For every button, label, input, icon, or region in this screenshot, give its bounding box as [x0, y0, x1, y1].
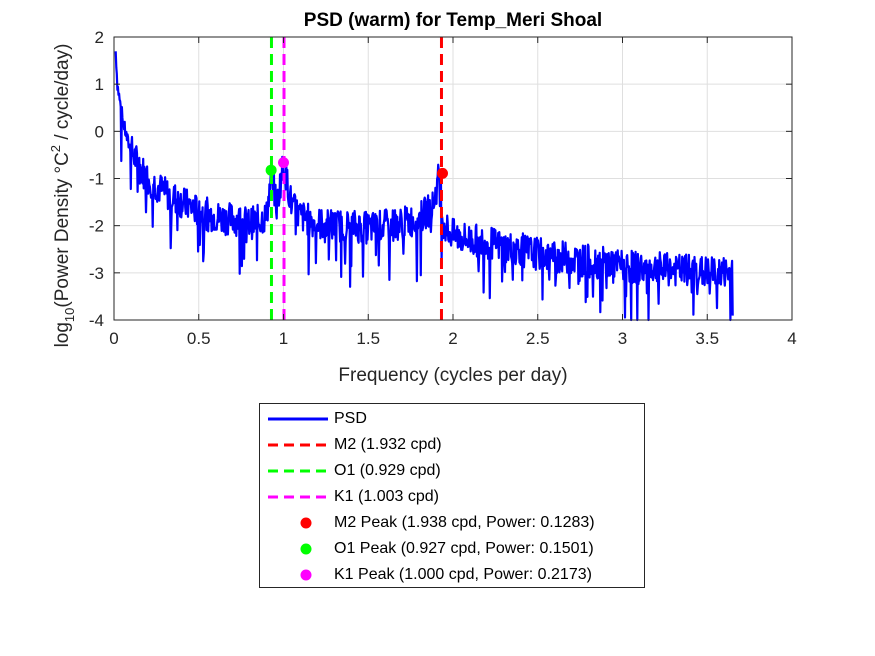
y-tick-label: 0: [95, 122, 104, 141]
y-tick-label: -2: [89, 217, 104, 236]
x-tick-label: 0.5: [187, 329, 211, 348]
y-tick-label: -1: [89, 170, 104, 189]
legend-label: K1 (1.003 cpd): [334, 488, 439, 505]
y-axis-label-sub: 10: [62, 308, 77, 322]
x-tick-label: 2: [448, 329, 457, 348]
y-tick-label: 1: [95, 75, 104, 94]
legend-item-m2-peak: M2 Peak (1.938 cpd, Power: 0.1283): [260, 510, 644, 536]
y-axis-label: log10(Power Density °C2 / cycle/day): [48, 44, 77, 348]
legend-label: O1 Peak (0.927 cpd, Power: 0.1501): [334, 540, 594, 557]
y-axis-label-prefix: log: [52, 322, 73, 347]
legend-item-k1-peak: K1 Peak (1.000 cpd, Power: 0.2173): [260, 562, 644, 588]
legend-swatch-psd: [268, 417, 328, 421]
x-tick-label: 3: [618, 329, 627, 348]
x-tick-label: 1: [279, 329, 288, 348]
series-layer: [114, 37, 734, 322]
legend-swatch-k1: [268, 495, 328, 499]
y-axis-label-sup: 2: [48, 145, 63, 152]
legend-label: M2 Peak (1.938 cpd, Power: 0.1283): [334, 514, 595, 531]
legend-item-o1: O1 (0.929 cpd): [260, 458, 644, 484]
legend: PSD M2 (1.932 cpd) O1 (0.929 cpd) K1 (1.…: [259, 403, 645, 588]
x-tick-label: 1.5: [356, 329, 380, 348]
peak-marker: [278, 157, 289, 169]
axis-ticks: 0 0.5 1 1.5 2 2.5 3 3.5 4 -4 -3 -2 -1 0 1 2: [89, 28, 797, 348]
legend-label: O1 (0.929 cpd): [334, 462, 441, 479]
chart-title: PSD (warm) for Temp_Meri Shoal: [304, 10, 602, 31]
legend-item-m2: M2 (1.932 cpd): [260, 432, 644, 458]
legend-item-k1: K1 (1.003 cpd): [260, 484, 644, 510]
legend-marker-m2-peak: [300, 517, 312, 529]
y-tick-label: -3: [89, 264, 104, 283]
legend-item-psd: PSD: [260, 406, 644, 432]
y-axis-label-main: (Power Density °C: [52, 152, 73, 307]
peak-marker: [265, 164, 277, 176]
legend-label: PSD: [334, 410, 367, 427]
x-tick-label: 2.5: [526, 329, 550, 348]
legend-label: M2 (1.932 cpd): [334, 436, 442, 453]
x-tick-label: 4: [787, 329, 796, 348]
legend-marker-o1-peak: [300, 543, 312, 555]
y-tick-label: 2: [95, 28, 104, 47]
x-tick-label: 0: [109, 329, 118, 348]
y-axis-label-tail: / cycle/day): [52, 44, 73, 145]
legend-swatch-o1: [268, 469, 328, 473]
x-tick-label: 3.5: [695, 329, 719, 348]
legend-item-o1-peak: O1 Peak (0.927 cpd, Power: 0.1501): [260, 536, 644, 562]
psd-line: [114, 51, 734, 322]
legend-swatch-m2: [268, 443, 328, 447]
y-tick-label: -4: [89, 311, 104, 330]
legend-marker-k1-peak: [300, 569, 312, 581]
peak-marker: [436, 167, 448, 179]
x-axis-label: Frequency (cycles per day): [338, 365, 567, 386]
legend-label: K1 Peak (1.000 cpd, Power: 0.2173): [334, 566, 592, 583]
